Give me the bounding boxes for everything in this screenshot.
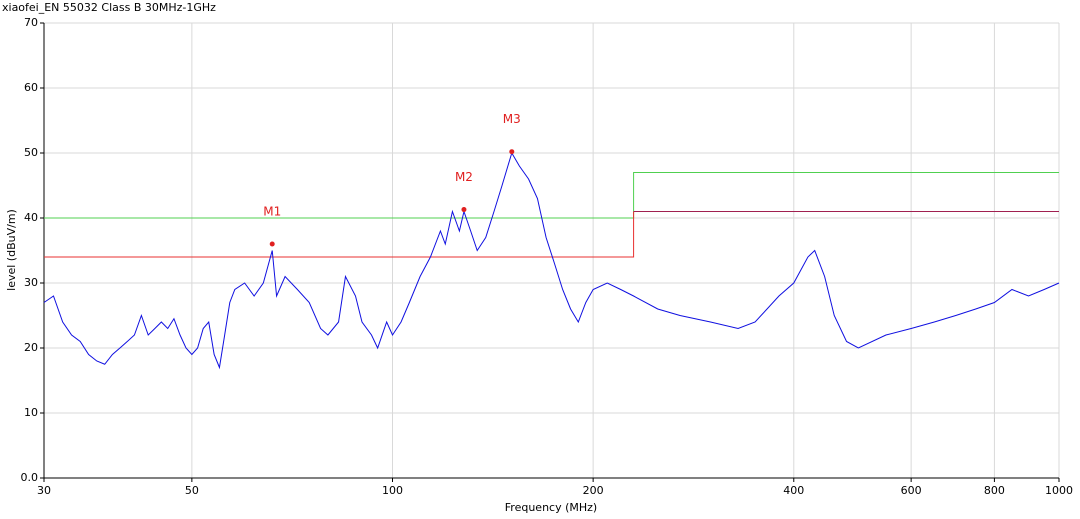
x-tick-label: 50 [185,484,199,497]
y-tick-label: 30 [24,276,38,289]
marker [269,241,275,247]
y-tick-label: 40 [24,211,38,224]
x-tick-label: 30 [37,484,51,497]
y-tick-label: 0.0 [21,471,39,484]
series-line [44,172,1059,219]
marker [461,207,467,213]
y-tick-label: 50 [24,146,38,159]
series-line [44,211,635,258]
x-tick-label: 100 [382,484,403,497]
y-tick-label: 70 [24,16,38,29]
y-axis-label: level (dBuV/m) [5,209,18,291]
marker [509,149,515,155]
series-line [43,151,1060,370]
y-tick-label: 20 [24,341,38,354]
x-tick-label: 400 [783,484,804,497]
y-tick-label: 10 [24,406,38,419]
marker-label: M1 [263,205,281,219]
marker-label: M3 [503,112,521,126]
chart-title: xiaofei_EN 55032 Class B 30MHz-1GHz [2,1,216,14]
x-tick-label: 1000 [1045,484,1073,497]
x-axis-label: Frequency (MHz) [505,501,597,514]
x-tick-label: 200 [583,484,604,497]
y-tick-label: 60 [24,81,38,94]
x-tick-label: 600 [901,484,922,497]
x-tick-label: 800 [984,484,1005,497]
marker-label: M2 [455,170,473,184]
